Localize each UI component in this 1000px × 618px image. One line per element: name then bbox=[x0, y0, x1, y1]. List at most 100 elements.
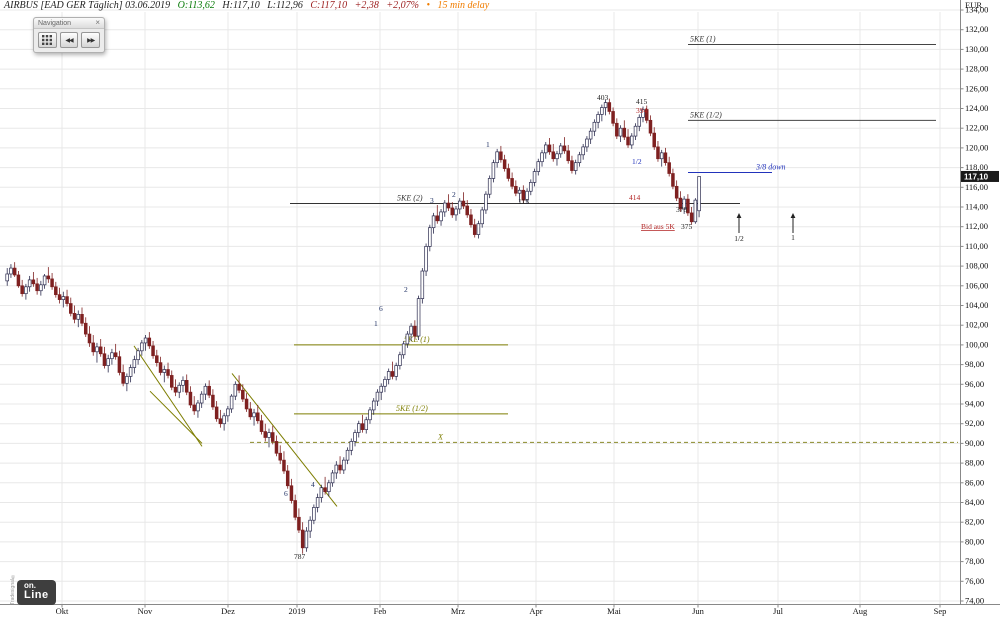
annotation-text[interactable]: 115 bbox=[518, 197, 529, 206]
candle-body bbox=[308, 519, 312, 532]
candle-body bbox=[285, 470, 290, 487]
level-label[interactable]: 5KE (1/2) bbox=[690, 110, 722, 119]
candle-body bbox=[42, 275, 47, 286]
candle-body bbox=[659, 152, 664, 160]
grid-icon bbox=[42, 35, 53, 45]
candle-body bbox=[529, 182, 533, 192]
month-label: Apr bbox=[529, 606, 542, 616]
trendline[interactable] bbox=[133, 345, 203, 447]
candle-body bbox=[237, 383, 241, 391]
candle-body bbox=[244, 398, 249, 410]
candle-body bbox=[443, 202, 447, 213]
candle-body bbox=[600, 107, 604, 115]
close-icon[interactable]: × bbox=[95, 18, 100, 27]
candle-body bbox=[319, 487, 324, 498]
annotation-text[interactable]: 415 bbox=[636, 97, 648, 106]
annotation-text[interactable]: 394 bbox=[636, 106, 648, 115]
arrow-label: 1/2 bbox=[734, 234, 744, 243]
candle-body bbox=[667, 162, 671, 174]
candle-body bbox=[476, 223, 481, 235]
annotation-text[interactable]: 1 bbox=[374, 319, 378, 328]
candle-body bbox=[656, 146, 660, 160]
candle-body bbox=[226, 408, 230, 417]
candle-body bbox=[121, 372, 125, 384]
candle-body bbox=[686, 198, 690, 214]
annotation-text[interactable]: 1 bbox=[486, 140, 490, 149]
candle-body bbox=[166, 369, 170, 376]
fast-forward-button[interactable]: ▶▶ bbox=[81, 32, 101, 48]
candle-body bbox=[637, 117, 642, 127]
annotation-text[interactable]: 2 bbox=[452, 190, 456, 199]
annotation-text[interactable]: 414 bbox=[629, 193, 641, 202]
level-label[interactable]: 3/8 down bbox=[755, 163, 786, 172]
candle-body bbox=[282, 459, 286, 472]
annotation-text[interactable]: 4 bbox=[311, 480, 315, 489]
price-tick-label: 96,00 bbox=[965, 379, 984, 389]
grid-view-button[interactable] bbox=[38, 32, 57, 48]
candle-body bbox=[375, 391, 380, 402]
price-tick-label: 116,00 bbox=[965, 182, 988, 192]
annotation-text[interactable]: 6 bbox=[284, 489, 288, 498]
time-axis[interactable]: Okt Nov Dez 2019 Feb Mrz Apr Mai Jun Jul Aug Sep bbox=[56, 604, 947, 616]
projection-arrows: 1/2 1 bbox=[734, 213, 796, 243]
annotation-text[interactable]: 403 bbox=[597, 93, 609, 102]
candle-body bbox=[480, 209, 484, 225]
candle-body bbox=[581, 146, 585, 156]
candle-body bbox=[439, 211, 443, 222]
level-label[interactable]: 5KE (1/2) bbox=[396, 404, 428, 413]
candle-body bbox=[405, 333, 410, 345]
candle-body bbox=[495, 151, 499, 164]
candle-body bbox=[626, 136, 630, 146]
candle-body bbox=[211, 394, 215, 408]
delay-note: 15 min delay bbox=[437, 0, 490, 11]
price-tick-label: 132,00 bbox=[965, 24, 988, 34]
navigation-panel-header[interactable]: Navigation × bbox=[34, 18, 104, 29]
candle-body bbox=[278, 452, 282, 461]
annotation-text[interactable]: 1/2 bbox=[632, 157, 642, 166]
annotation-text[interactable]: 2 bbox=[404, 285, 408, 294]
candle-body bbox=[95, 346, 99, 353]
rewind-button[interactable]: ◀◀ bbox=[59, 32, 79, 48]
candle-body bbox=[117, 356, 122, 373]
candle-body bbox=[562, 145, 567, 152]
candle-body bbox=[349, 441, 354, 451]
candle-body bbox=[630, 135, 634, 146]
price-tick-label: 80,00 bbox=[965, 536, 984, 546]
candle-body bbox=[547, 144, 552, 153]
annotation-text[interactable]: 787 bbox=[294, 552, 306, 561]
trendline[interactable] bbox=[149, 390, 203, 444]
annotation-text[interactable]: 378 bbox=[676, 205, 688, 214]
candle-body bbox=[461, 200, 466, 207]
analysis-levels: 5KE (1) 5KE (1/2) 3/8 down 5KE (2) 5KE (1) 5K… bbox=[250, 34, 958, 443]
candle-body bbox=[592, 121, 597, 132]
level-label[interactable]: 5KE (2) bbox=[397, 194, 423, 203]
candle-body bbox=[65, 296, 69, 304]
candle-body bbox=[371, 400, 376, 411]
arrow-label: 1 bbox=[791, 233, 795, 242]
candle-body bbox=[241, 389, 245, 400]
level-label[interactable]: 5KE (1) bbox=[404, 335, 430, 344]
trendline[interactable] bbox=[231, 373, 338, 507]
annotation-text[interactable]: 6 bbox=[379, 304, 383, 313]
level-label[interactable]: X bbox=[437, 432, 444, 441]
price-tick-label: 78,00 bbox=[965, 556, 984, 566]
candle-body bbox=[334, 464, 339, 474]
candle-body bbox=[233, 383, 238, 397]
candle-body bbox=[300, 529, 305, 549]
month-label: Okt bbox=[56, 606, 69, 616]
price-tick-label: 110,00 bbox=[965, 241, 988, 251]
level-label[interactable]: 5KE (1) bbox=[690, 34, 716, 43]
candle-body bbox=[46, 275, 51, 280]
annotation-text[interactable]: 375 bbox=[681, 222, 693, 231]
price-tick-label: 104,00 bbox=[965, 300, 988, 310]
annotation-text[interactable]: 3 bbox=[430, 196, 434, 205]
candle-body bbox=[570, 160, 574, 171]
candle-body bbox=[113, 352, 118, 358]
price-axis[interactable]: 74,00 76,00 78,00 80,00 82,00 84,00 86,00 88,00… bbox=[960, 5, 989, 606]
candle-body bbox=[484, 193, 488, 211]
month-label: Jul bbox=[773, 606, 784, 616]
candle-body bbox=[379, 385, 383, 393]
candle-body bbox=[446, 202, 451, 209]
annotation-text[interactable]: Bid aus 5K bbox=[641, 222, 675, 231]
